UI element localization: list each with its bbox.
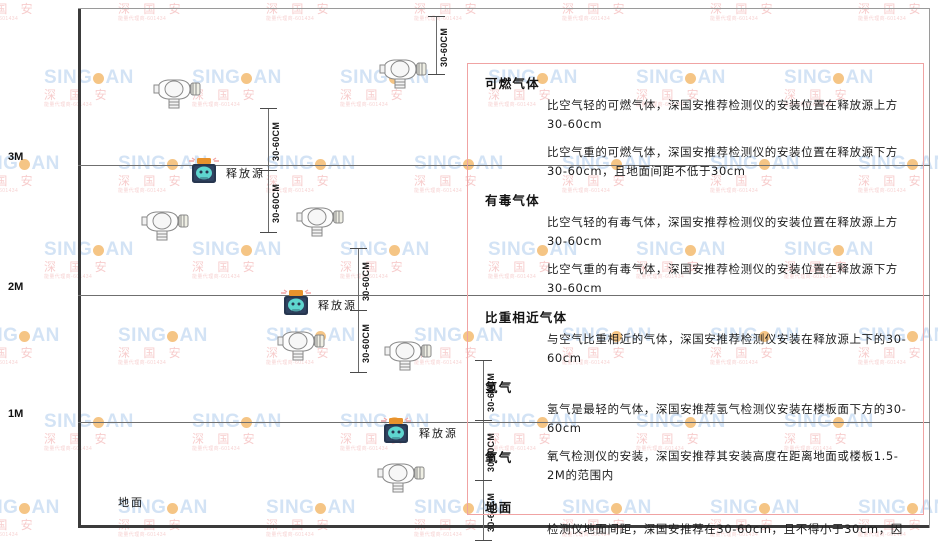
- level-line-1m: [78, 422, 930, 423]
- gas-detector-icon: [293, 204, 345, 240]
- panel-section-ground: 地面检测仪地面间距，深国安推荐在30-60cm，且不得小于30cm，因为过低容易…: [485, 497, 909, 541]
- gas-release-source-icon: [186, 156, 222, 186]
- dimension-tick: [259, 232, 277, 233]
- dimension-tick: [349, 372, 367, 373]
- dimension-tick: [474, 360, 492, 361]
- level-label-3m: 3M: [8, 151, 24, 163]
- section-heading: 氧气: [485, 450, 513, 465]
- section-paragraph: 比空气重的可燃气体，深国安推荐检测仪的安装位置在释放源下方30-60cm，且地面…: [547, 145, 898, 178]
- section-heading: 氢气: [485, 380, 513, 395]
- level-line-2m: [78, 295, 930, 296]
- dimension-label: 30-60CM: [271, 121, 281, 161]
- ground-label: 地面: [118, 496, 144, 509]
- level-label-1m: 1M: [8, 408, 24, 420]
- gas-detector-icon: [138, 208, 190, 244]
- section-paragraph: 比空气轻的可燃气体，深国安推荐检测仪的安装位置在释放源上方30-60cm: [547, 98, 898, 131]
- gas-detector-icon: [376, 56, 428, 92]
- dimension-label: 30-60CM: [361, 323, 371, 363]
- gas-release-source-icon: [278, 288, 314, 318]
- dimension-tick: [349, 248, 367, 249]
- section-heading: 比重相近气体: [485, 310, 568, 325]
- gas-detector-icon: [274, 328, 326, 364]
- release-source-label: 释放源: [226, 167, 265, 180]
- vertical-axis: [78, 8, 81, 528]
- panel-section-oxygen: 氧气 氧气检测仪的安装，深国安推荐其安装高度在距离地面或楼板1.5-2M的范围内: [485, 447, 909, 494]
- section-paragraph: 氧气检测仪的安装，深国安推荐其安装高度在距离地面或楼板1.5-2M的范围内: [547, 449, 899, 482]
- section-paragraph: 检测仪地面间距，深国安推荐在30-60cm，且不得小于30cm，因为过低容易水溅…: [547, 522, 903, 536]
- dimension-column: 30-60CM 30-60CM: [256, 108, 281, 233]
- section-heading: 有毒气体: [485, 193, 540, 208]
- dimension-tick: [427, 16, 445, 17]
- level-label-2m: 2M: [8, 281, 24, 293]
- section-paragraph: 比空气重的有毒气体，深国安推荐检测仪的安装位置在释放源下方30-60cm: [547, 262, 898, 295]
- dimension-column: 30-60CM 30-60CM: [346, 248, 371, 373]
- panel-section-hydrogen: 氢气氢气是最轻的气体，深国安推荐氢气检测仪安装在楼板面下方的30-60cm: [485, 377, 909, 438]
- section-heading: 可燃气体: [485, 76, 540, 91]
- dimension-label: 30-60CM: [271, 183, 281, 223]
- dimension-column: 30-60CM: [424, 16, 449, 75]
- dimension-tick: [259, 170, 277, 171]
- dimension-tick: [259, 108, 277, 109]
- panel-section-similar-density: 比重相近气体与空气比重相近的气体，深国安推荐检测仪安装在释放源上下的30-60c…: [485, 307, 909, 368]
- section-paragraph: 与空气比重相近的气体，深国安推荐检测仪安装在释放源上下的30-60cm: [547, 332, 907, 365]
- frame-right-line: [929, 8, 930, 528]
- guidance-panel: 可燃气体 比空气轻的可燃气体，深国安推荐检测仪的安装位置在释放源上方30-60cm…: [467, 63, 924, 536]
- gas-detector-icon: [374, 460, 426, 496]
- dimension-tick: [349, 310, 367, 311]
- level-line-3m: [78, 165, 930, 166]
- section-paragraph: 比空气轻的有毒气体，深国安推荐检测仪的安装位置在释放源上方30-60cm: [547, 215, 898, 248]
- section-heading: 地面: [485, 500, 513, 515]
- frame-top-line: [78, 8, 930, 9]
- section-paragraph: 氢气是最轻的气体，深国安推荐氢气检测仪安装在楼板面下方的30-60cm: [547, 402, 907, 435]
- gas-detector-icon: [150, 76, 202, 112]
- ground-axis: [78, 525, 930, 528]
- dimension-tick: [474, 480, 492, 481]
- gas-detector-icon: [381, 338, 433, 374]
- panel-section-toxic: 有毒气体 比空气轻的有毒气体，深国安推荐检测仪的安装位置在释放源上方30-60cm…: [485, 190, 909, 298]
- diagram-frame: 30-60CM 30-60CM 30-60CM 30-60CM 30-60CM 30-60…: [78, 8, 930, 541]
- dimension-label: 30-60CM: [439, 27, 449, 67]
- dimension-tick: [474, 420, 492, 421]
- dimension-label: 30-60CM: [361, 261, 371, 301]
- release-source-label: 释放源: [318, 299, 357, 312]
- panel-section-combustible: 可燃气体 比空气轻的可燃气体，深国安推荐检测仪的安装位置在释放源上方30-60cm…: [485, 73, 909, 181]
- release-source-label: 释放源: [419, 427, 458, 440]
- dimension-tick: [427, 74, 445, 75]
- gas-release-source-icon: [378, 416, 414, 446]
